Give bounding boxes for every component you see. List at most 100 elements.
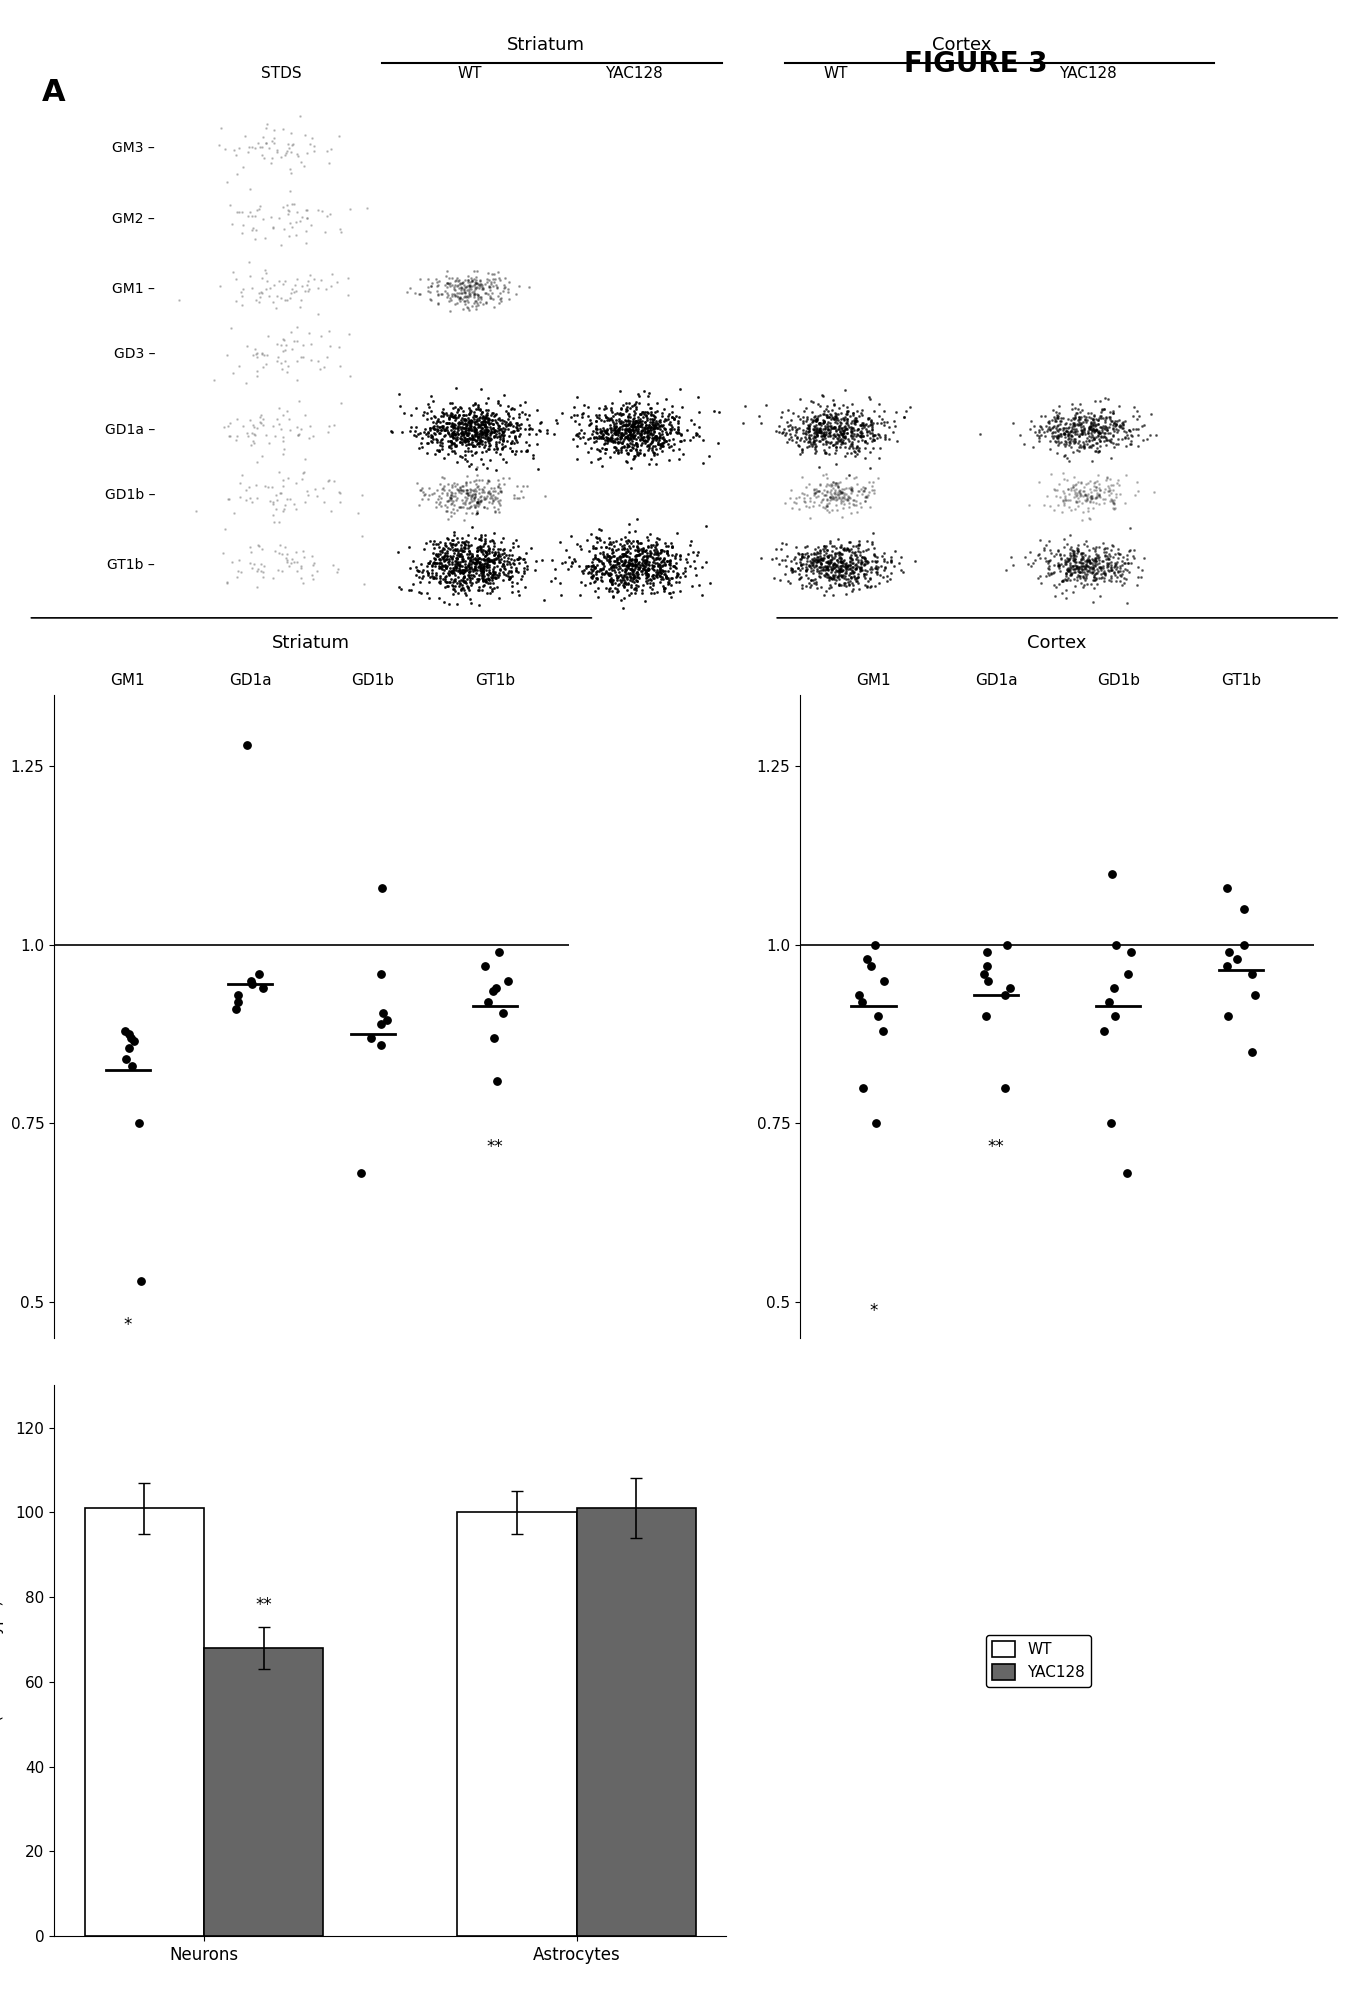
Point — [425, 423, 447, 455]
Point — [618, 549, 640, 581]
Point — [820, 469, 841, 501]
Point — [1058, 543, 1080, 575]
Point — [451, 415, 473, 447]
Point — [804, 403, 825, 435]
Point — [449, 271, 470, 303]
Point — [1058, 553, 1080, 585]
Point — [1034, 419, 1056, 451]
Point — [820, 563, 841, 595]
Point — [291, 329, 313, 361]
Point — [621, 425, 642, 457]
Point — [1079, 501, 1100, 533]
Point — [663, 401, 684, 433]
Legend: WT, YAC128: WT, YAC128 — [986, 1635, 1091, 1687]
Point — [1060, 559, 1081, 591]
Point — [649, 555, 671, 587]
Point — [1075, 419, 1096, 451]
Point — [436, 267, 458, 299]
Point — [423, 547, 444, 579]
Point — [1088, 415, 1110, 447]
Point — [824, 477, 846, 509]
Point — [852, 411, 874, 443]
Point — [473, 471, 495, 503]
Point — [615, 409, 637, 441]
Point — [1035, 529, 1057, 561]
Point — [669, 543, 691, 575]
Point — [805, 429, 827, 461]
Point — [447, 407, 469, 439]
Point — [837, 423, 859, 455]
Point — [438, 407, 459, 439]
Point — [667, 413, 688, 445]
Point — [465, 415, 486, 447]
Point — [1077, 495, 1099, 527]
Point — [257, 427, 279, 459]
Point — [450, 475, 472, 507]
Point — [1034, 531, 1056, 563]
Point — [449, 441, 470, 473]
Point — [809, 555, 831, 587]
Point — [457, 529, 478, 561]
Point — [283, 325, 305, 357]
Point — [779, 409, 801, 441]
Point — [635, 555, 657, 587]
Point — [1107, 547, 1129, 579]
Point — [458, 573, 480, 605]
Point — [650, 563, 672, 595]
Point — [276, 537, 298, 569]
Point — [455, 413, 477, 445]
Point — [835, 549, 856, 581]
Point — [1100, 559, 1122, 591]
Point — [1066, 561, 1088, 593]
Point — [592, 537, 614, 569]
Point — [817, 411, 839, 443]
Point — [587, 417, 608, 449]
Point — [641, 431, 663, 463]
Point — [797, 411, 818, 443]
Point — [627, 535, 649, 567]
Point — [622, 557, 644, 589]
Point — [822, 403, 844, 435]
Point — [446, 551, 467, 583]
Point — [799, 501, 821, 533]
Point — [837, 479, 859, 511]
Point — [428, 435, 450, 467]
Point — [1076, 483, 1098, 515]
Point — [470, 411, 492, 443]
Point — [1066, 415, 1088, 447]
Point — [466, 283, 488, 315]
Point — [439, 567, 461, 599]
Point — [406, 555, 428, 587]
Point — [417, 391, 439, 423]
Point — [287, 196, 309, 228]
Point — [791, 433, 813, 465]
Point — [256, 112, 278, 144]
Point — [820, 561, 841, 593]
Point — [446, 447, 467, 479]
Point — [843, 555, 864, 587]
Point — [454, 439, 476, 471]
Point — [514, 547, 535, 579]
Point — [844, 431, 866, 463]
Point — [653, 535, 675, 567]
Point — [329, 485, 351, 517]
Point — [844, 407, 866, 439]
Point — [630, 555, 652, 587]
Point — [1098, 549, 1119, 581]
Point — [604, 567, 626, 599]
Point — [462, 423, 484, 455]
Point — [862, 527, 883, 559]
Point — [813, 579, 835, 611]
Point — [852, 475, 874, 507]
Point — [615, 525, 637, 557]
Point — [1075, 479, 1096, 511]
Point — [831, 553, 852, 585]
Point — [438, 559, 459, 591]
Point — [610, 423, 631, 455]
Point — [1080, 479, 1102, 511]
Point — [813, 433, 835, 465]
Point — [1118, 535, 1140, 567]
Point — [446, 547, 467, 579]
Point — [614, 533, 635, 565]
Point — [607, 427, 629, 459]
